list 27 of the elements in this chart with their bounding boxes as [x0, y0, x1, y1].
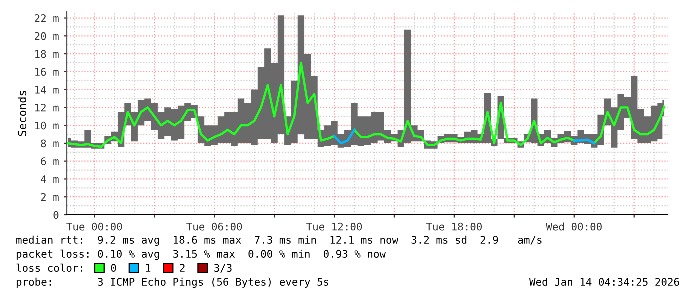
y-tick-label: 20 m: [35, 32, 59, 40]
y-tick-label: 6 m: [41, 158, 59, 166]
text: median rtt: 9.2 ms avg 18.6 ms max 7.3 ms min 12.1 ms now 3.2 ms sd 2.9 am/s: [16, 236, 542, 246]
legend-label: 0: [111, 264, 116, 272]
y-tick-label: 16 m: [36, 68, 59, 76]
text: Wed Jan 14 04:34:25 2026: [529, 278, 680, 286]
y-tick-label: 22 m: [35, 14, 59, 22]
y-tick-label: 8 m: [41, 140, 59, 148]
y-tick-label: 0: [54, 211, 59, 220]
legend-label: 2: [180, 264, 185, 272]
legend-title: loss color:: [16, 264, 82, 272]
text: packet loss: 0.10 % avg 3.15 % max 0.00 % min 0.93 % now: [16, 250, 386, 260]
legend-label: 1: [146, 264, 151, 272]
y-tick-label: 10 m: [36, 122, 59, 130]
legend-label: 3/3: [214, 264, 232, 273]
x-tick-label: Tue 00:00: [66, 222, 122, 231]
y-tick-label: 14 m: [36, 86, 59, 94]
x-tick-label: Tue 12:00: [306, 222, 362, 231]
y-tick-label: 18 m: [36, 50, 59, 58]
x-tick-label: Wed 00:00: [546, 222, 602, 231]
y-tick-label: 2 m: [41, 193, 59, 202]
y-tick-label: 12 m: [36, 104, 59, 112]
x-tick-label: Tue 06:00: [186, 222, 242, 231]
y-tick-label: 4 m: [41, 176, 59, 184]
x-tick-label: Tue 18:00: [426, 222, 482, 231]
y-axis-title: Seconds: [18, 91, 27, 136]
text: probe: 3 ICMP Echo Pings (56 Bytes) every 5s: [16, 278, 329, 288]
